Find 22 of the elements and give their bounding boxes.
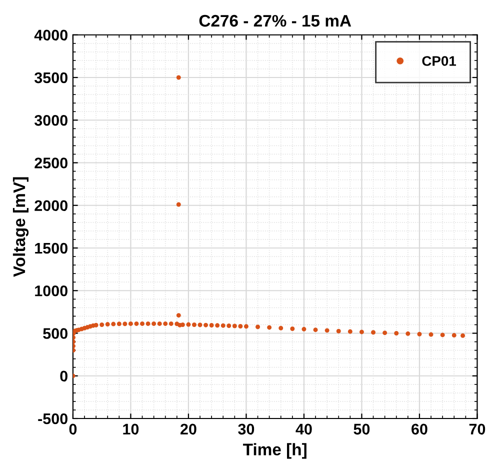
y-tick-label: 3500 [34, 72, 68, 84]
x-tick-label: 10 [123, 424, 139, 435]
y-tick-label: 1000 [35, 285, 68, 296]
y-tick-label: 500 [43, 328, 68, 339]
legend-label: CP01 [422, 56, 456, 66]
x-tick-label: 20 [180, 424, 196, 435]
x-tick-label: 50 [354, 424, 370, 435]
x-tick-label: 30 [238, 424, 254, 435]
y-tick-label: 2500 [34, 158, 68, 168]
y-tick-label: 2000 [34, 200, 68, 212]
y-tick-label: 3000 [34, 114, 68, 126]
x-tick-label: 40 [296, 424, 312, 435]
x-tick-label: 60 [412, 424, 428, 435]
y-axis-title: Voltage [mV] [12, 177, 29, 277]
x-axis-title: Time [h] [243, 443, 306, 459]
y-tick-label: 4000 [34, 30, 68, 41]
chart-title: C276 - 27% - 15 mA [199, 14, 352, 27]
y-tick-label: 1500 [35, 242, 68, 254]
x-tick-label: 70 [469, 424, 486, 435]
x-tick-label: 0 [69, 424, 77, 435]
y-tick-label: -500 [38, 413, 68, 424]
y-tick-label: 0 [60, 370, 68, 382]
